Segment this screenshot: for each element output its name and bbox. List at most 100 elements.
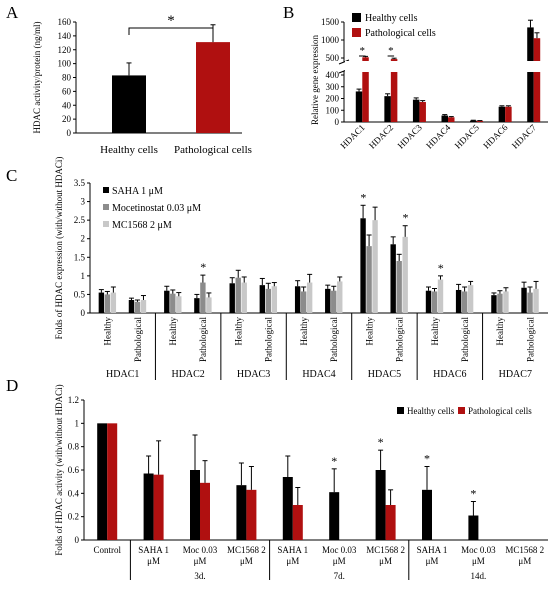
- c-bar-hdac1-healthy: [110, 292, 117, 313]
- d-x-label: Control: [93, 545, 121, 555]
- b-bar-hdac2-healthy: [384, 96, 391, 122]
- b-legend-swatch-healthy: [352, 13, 361, 22]
- d-group-label: 14d.: [471, 571, 487, 581]
- b-y-tick-label: 0: [335, 117, 340, 127]
- c-bar-hdac7-healthy: [491, 295, 497, 313]
- d-x-label: SAHA 1 μM: [277, 545, 308, 566]
- c-gene-label: HDAC5: [368, 369, 401, 380]
- c-condition-label: Pathological: [525, 317, 535, 362]
- d-bar-pathological: [246, 489, 257, 540]
- a-y-tick-label: 0: [67, 128, 72, 138]
- c-bar-hdac2-pathological: [206, 297, 212, 313]
- c-y-tick-label: 3: [81, 197, 86, 207]
- b-bar-hdac2-pathological: [390, 59, 398, 122]
- d-bar-pathological: [153, 474, 164, 540]
- c-bar-hdac5-healthy: [360, 218, 366, 313]
- d-bar-healthy: [422, 489, 432, 540]
- a-x-label: Pathological cells: [174, 144, 252, 156]
- b-bar-hdac6-pathological: [505, 106, 512, 122]
- c-bar-hdac2-healthy: [170, 293, 176, 313]
- c-bar-hdac1-pathological: [128, 300, 135, 313]
- c-y-tick-label: 3.5: [74, 178, 86, 188]
- c-bar-hdac6-pathological: [461, 291, 468, 313]
- b-bar-hdac4-pathological: [448, 117, 455, 122]
- b-bar-hdac3-healthy: [412, 99, 420, 122]
- b-y-tick-label: 300: [326, 82, 340, 92]
- d-y-tick-label: 1.2: [68, 395, 79, 405]
- c-bar-hdac1-pathological: [140, 300, 147, 313]
- d-bar-healthy: [143, 473, 154, 540]
- c-bar-hdac4-healthy: [294, 286, 301, 313]
- d-y-tick-label: 1: [75, 418, 80, 428]
- b-x-label: HDAC6: [481, 122, 510, 151]
- chart-d: 0 0.2 0.4 0.6 0.8 1 1.2 Control SAHA 1 μM Moc 0.03…: [54, 384, 548, 581]
- c-bar-hdac4-healthy: [300, 291, 307, 313]
- d-significance-star: *: [331, 454, 337, 468]
- panel-label-d: D: [6, 376, 18, 395]
- a-y-tick-label: 60: [62, 86, 72, 96]
- c-condition-label: Pathological: [394, 317, 404, 362]
- b-y-tick-label: 100: [326, 105, 340, 115]
- c-condition-label: Healthy: [234, 317, 244, 346]
- b-y-tick-label: 200: [326, 94, 340, 104]
- b-significance-star: *: [388, 45, 394, 57]
- d-x-label: MC1568 2 μM: [366, 545, 405, 566]
- chart-a: 0 20 40 60 80 100 120 140 160 Healthy cells Pathol…: [32, 13, 252, 156]
- d-bar-healthy: [97, 423, 108, 540]
- c-bar-hdac6-healthy: [431, 291, 438, 313]
- c-legend-label: SAHA 1 μM: [112, 186, 163, 197]
- a-y-tick-label: 120: [58, 45, 72, 55]
- d-bar-pathological: [292, 505, 303, 540]
- a-y-tick-label: 80: [62, 73, 72, 83]
- chart-c: 0 0.5 1 1.5 2 2.5 3 3.5 Healthy Pathological HDAC1…: [54, 157, 548, 380]
- c-gene-label: HDAC7: [499, 369, 532, 380]
- b-significance-star: *: [360, 45, 366, 57]
- d-bar-healthy: [329, 492, 340, 540]
- panel-label-a: A: [6, 3, 19, 22]
- c-bar-hdac3-healthy: [235, 277, 241, 313]
- c-bar-hdac6-pathological: [455, 289, 462, 313]
- c-gene-label: HDAC6: [433, 369, 466, 380]
- d-x-label: Moc 0.03 μM: [322, 545, 357, 566]
- b-y-tick-label: 1500: [321, 17, 340, 27]
- panel-label-b: B: [283, 3, 294, 22]
- d-group-label: 3d.: [194, 571, 205, 581]
- c-bar-hdac6-healthy: [437, 279, 444, 313]
- b-bar-hdac5-healthy: [470, 120, 477, 122]
- a-y-tick-label: 40: [62, 100, 72, 110]
- a-y-tick-label: 160: [58, 17, 72, 27]
- c-condition-label: Pathological: [198, 317, 208, 362]
- b-axis-break-band: [345, 61, 548, 72]
- c-bar-hdac6-pathological: [467, 285, 474, 313]
- a-x-label: Healthy cells: [100, 144, 158, 156]
- a-significance-star: *: [167, 13, 175, 29]
- d-legend-swatch-pathological: [458, 407, 465, 414]
- a-y-tick-label: 100: [58, 59, 72, 69]
- b-bar-hdac7-healthy: [527, 27, 534, 122]
- c-gene-label: HDAC2: [171, 369, 204, 380]
- d-y-tick-label: 0: [75, 535, 80, 545]
- c-bar-hdac4-pathological: [325, 288, 331, 313]
- c-bar-hdac3-pathological: [271, 286, 278, 313]
- d-x-label: MC1568 2 μM: [505, 545, 544, 566]
- c-bar-hdac5-healthy: [366, 246, 372, 313]
- b-bar-hdac7-pathological: [533, 38, 541, 123]
- b-legend-swatch-pathological: [352, 28, 361, 37]
- d-x-label: MC1568 2 μM: [227, 545, 266, 566]
- c-legend-label: Mocetinostat 0.03 μM: [112, 203, 201, 214]
- c-condition-label: Pathological: [460, 317, 470, 362]
- c-y-tick-label: 1: [81, 271, 86, 281]
- c-bar-hdac5-pathological: [390, 244, 396, 313]
- c-bar-hdac1-pathological: [134, 301, 141, 313]
- c-y-tick-label: 2.5: [74, 215, 86, 225]
- b-y-axis-label: Relative gene expression: [310, 35, 320, 125]
- c-gene-label: HDAC3: [237, 369, 270, 380]
- a-y-axis-label: HDAC activity/protein (ng/ml): [32, 22, 42, 134]
- c-bar-hdac4-healthy: [306, 282, 313, 313]
- b-axis-break-mark: [338, 59, 350, 65]
- c-condition-label: Pathological: [329, 317, 339, 362]
- c-gene-label: HDAC1: [106, 369, 139, 380]
- c-condition-label: Healthy: [430, 317, 440, 346]
- d-significance-star: *: [424, 452, 430, 466]
